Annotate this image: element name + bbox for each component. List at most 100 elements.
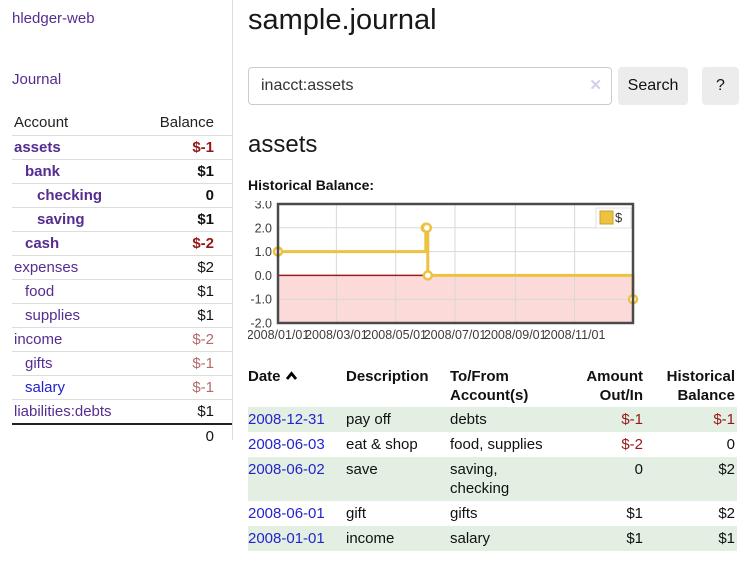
- transaction-row: 2008-01-01 income salary $1 $1: [248, 526, 737, 551]
- account-balance: $-1: [138, 375, 232, 400]
- svg-text:-2.0: -2.0: [250, 317, 272, 331]
- account-link[interactable]: bank: [25, 163, 61, 180]
- transaction-balance: $2: [718, 461, 735, 478]
- svg-text:2008/05/01: 2008/05/01: [364, 328, 427, 342]
- search-button[interactable]: Search: [618, 67, 688, 105]
- register-table-body: 2008-12-31 pay off debts $-1 $-1 2008-06-03 ea…: [248, 407, 737, 551]
- transaction-accounts: food, supplies: [450, 436, 543, 453]
- account-link[interactable]: liabilities:debts: [14, 403, 112, 420]
- svg-text:-1.0: -1.0: [250, 293, 272, 307]
- account-balance: $-1: [138, 135, 232, 160]
- transaction-date-link[interactable]: 2008-06-03: [248, 436, 325, 453]
- sidebar: hledger-web Journal Account Balance asse…: [0, 0, 233, 448]
- transaction-description: income: [346, 530, 395, 547]
- account-row: gifts $-1: [12, 351, 232, 376]
- transaction-description: pay off: [346, 411, 391, 428]
- account-link[interactable]: income: [14, 331, 63, 348]
- account-balance: $-2: [138, 231, 232, 256]
- search-input-wrap: ✕: [248, 67, 612, 105]
- accounts-table: Account Balance assets $-1 bank $1 checking 0…: [12, 112, 232, 448]
- account-balance: $1: [138, 303, 232, 328]
- search-input[interactable]: [248, 67, 612, 105]
- help-button[interactable]: ?: [702, 67, 739, 105]
- register-col-date[interactable]: Date: [248, 365, 346, 407]
- account-balance: $2: [138, 255, 232, 280]
- register-table: Date Description To/From Account(s) Amou…: [248, 365, 737, 551]
- svg-text:2008/09/01: 2008/09/01: [484, 328, 547, 342]
- transaction-description: gift: [346, 505, 367, 522]
- accounts-total-row: 0: [12, 423, 232, 448]
- transaction-accounts: saving, checking: [450, 461, 510, 497]
- chart-title: Historical Balance:: [248, 177, 375, 193]
- transaction-date-link[interactable]: 2008-01-01: [248, 530, 325, 547]
- register-col-description: Description: [346, 368, 429, 385]
- account-link[interactable]: assets: [14, 139, 61, 156]
- account-row: assets $-1: [12, 135, 232, 160]
- page-title: sample.journal: [248, 4, 437, 36]
- transaction-date-link[interactable]: 2008-12-31: [248, 411, 325, 428]
- transaction-amount: $1: [626, 505, 643, 522]
- account-row: cash $-2: [12, 231, 232, 256]
- transaction-amount: $-1: [621, 411, 643, 428]
- transaction-amount: $1: [626, 530, 643, 547]
- account-row: supplies $1: [12, 303, 232, 328]
- svg-text:2008/11/01: 2008/11/01: [544, 328, 606, 342]
- svg-text:1.0: 1.0: [255, 245, 272, 259]
- sidebar-item-journal[interactable]: Journal: [12, 71, 62, 88]
- svg-text:2008/01/01: 2008/01/01: [248, 328, 309, 342]
- svg-text:2.0: 2.0: [255, 221, 272, 235]
- account-heading: assets: [248, 131, 318, 158]
- account-row: liabilities:debts $1: [12, 399, 232, 424]
- account-link[interactable]: food: [25, 283, 55, 300]
- clear-search-icon[interactable]: ✕: [589, 77, 602, 94]
- main-content: sample.journal ✕ Search ? assets Histori…: [233, 0, 742, 582]
- transaction-accounts: debts: [450, 411, 487, 428]
- account-link[interactable]: saving: [37, 211, 85, 228]
- transaction-balance: $1: [718, 530, 735, 547]
- register-col-accounts: To/From Account(s): [450, 368, 529, 404]
- account-link[interactable]: expenses: [14, 259, 79, 276]
- transaction-row: 2008-12-31 pay off debts $-1 $-1: [248, 407, 737, 432]
- svg-text:2008/03/01: 2008/03/01: [305, 328, 368, 342]
- account-balance: $1: [138, 399, 232, 424]
- account-row: food $1: [12, 279, 232, 304]
- transaction-balance: $2: [718, 505, 735, 522]
- account-balance: $1: [138, 207, 232, 232]
- app-brand-link[interactable]: hledger-web: [12, 10, 95, 27]
- accounts-total-value: 0: [138, 423, 232, 448]
- account-row: income $-2: [12, 327, 232, 352]
- account-link[interactable]: gifts: [25, 355, 53, 372]
- svg-text:2008/07/01: 2008/07/01: [424, 328, 487, 342]
- spacer-cell: [12, 423, 139, 448]
- register-col-balance: Historical Balance: [666, 368, 735, 404]
- account-balance: 0: [138, 183, 232, 208]
- search-bar: ✕ Search ?: [248, 67, 742, 105]
- accounts-table-body: assets $-1 bank $1 checking 0 saving $1 cash $-2 e…: [12, 135, 232, 424]
- account-link[interactable]: cash: [25, 235, 60, 252]
- sort-ascending-icon: [285, 367, 298, 386]
- account-balance: $1: [138, 279, 232, 304]
- transaction-balance: $-1: [713, 411, 735, 428]
- svg-text:3.0: 3.0: [255, 201, 272, 212]
- account-row: bank $1: [12, 159, 232, 184]
- account-balance: $-2: [138, 327, 232, 352]
- account-balance: $-1: [138, 351, 232, 376]
- transaction-amount: $-2: [621, 436, 643, 453]
- transaction-accounts: gifts: [450, 505, 478, 522]
- account-link[interactable]: salary: [25, 379, 66, 396]
- transaction-description: eat & shop: [346, 436, 418, 453]
- transaction-date-link[interactable]: 2008-06-01: [248, 505, 325, 522]
- transaction-row: 2008-06-03 eat & shop food, supplies $-2 0: [248, 432, 737, 457]
- historical-balance-chart: $3.0 2.0 1.0 0.0 -1.0 -2.0 2008/01/01 2008/03/0…: [248, 201, 640, 343]
- account-row: salary $-1: [12, 375, 232, 400]
- transaction-accounts: salary: [450, 530, 491, 547]
- account-row: expenses $2: [12, 255, 232, 280]
- account-link[interactable]: checking: [37, 187, 103, 204]
- svg-text:$: $: [615, 210, 623, 225]
- account-row: saving $1: [12, 207, 232, 232]
- transaction-date-link[interactable]: 2008-06-02: [248, 461, 325, 478]
- transaction-amount: 0: [634, 461, 643, 478]
- accounts-col-balance: Balance: [159, 114, 214, 131]
- account-link[interactable]: supplies: [25, 307, 81, 324]
- transaction-balance: 0: [726, 436, 735, 453]
